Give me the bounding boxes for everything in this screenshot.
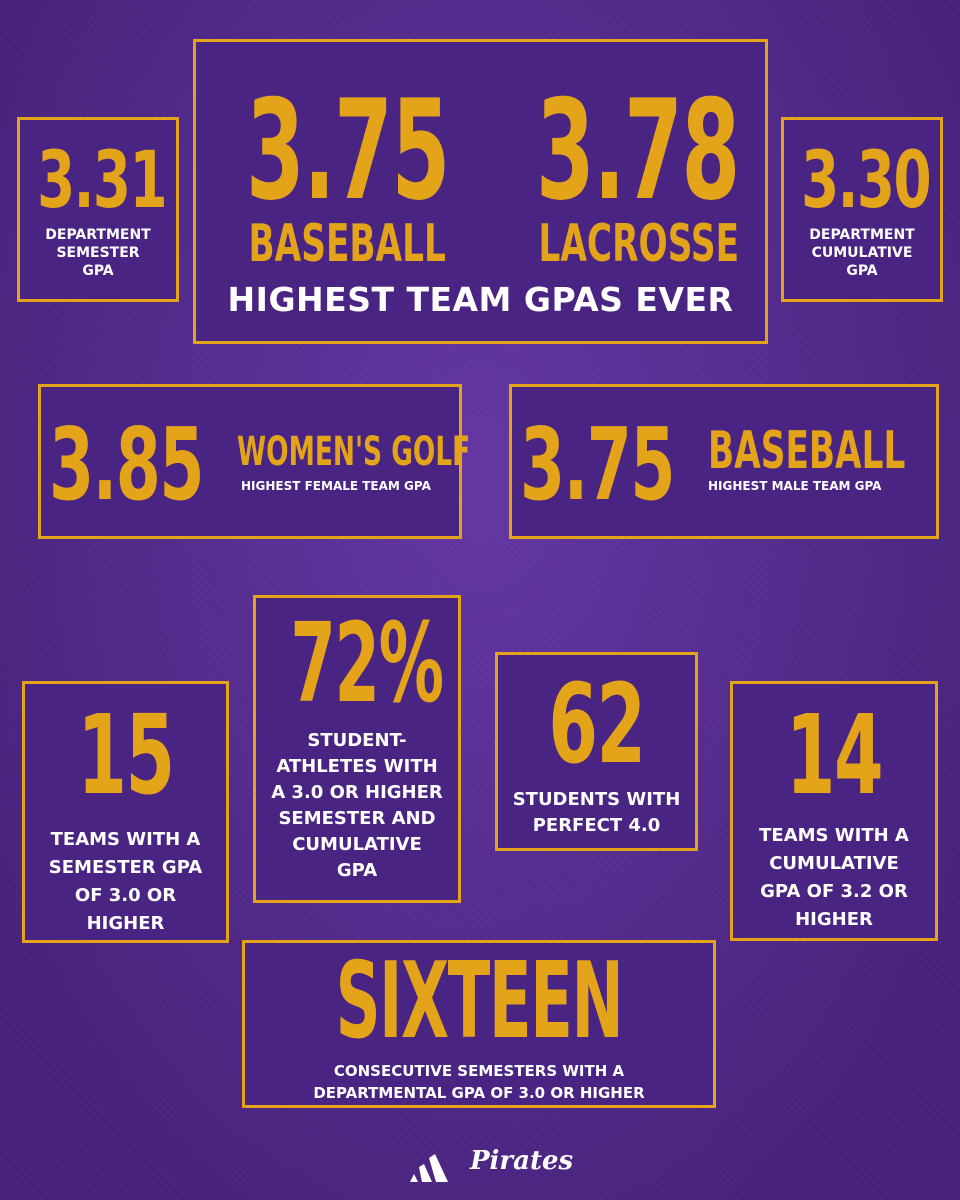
baseball-gpa-value: 3.75 xyxy=(246,70,450,231)
highest-male-team-caption: HIGHEST MALE TEAM GPA xyxy=(708,479,882,493)
teams-cumulative-gpa-card: 14 TEAMS WITH A CUMULATIVE GPA OF 3.2 OR… xyxy=(730,681,938,941)
dept-semester-gpa-label: DEPARTMENT SEMESTER GPA xyxy=(45,227,151,279)
highest-team-gpas-caption: HIGHEST TEAM GPAS EVER xyxy=(227,280,734,319)
womens-golf-gpa-value: 3.85 xyxy=(49,406,205,523)
teams-semester-count: 15 xyxy=(77,691,175,819)
perfect-gpa-count: 62 xyxy=(548,660,646,788)
dept-cumulative-gpa-value: 3.30 xyxy=(801,136,931,226)
student-athletes-percent-card: 72% STUDENT- ATHLETES WITH A 3.0 OR HIGH… xyxy=(253,595,461,903)
highest-female-team-card: 3.85 WOMEN'S GOLF HIGHEST FEMALE TEAM GP… xyxy=(38,384,470,539)
lacrosse-label: LACROSSE xyxy=(538,214,740,274)
highest-female-team-caption: HIGHEST FEMALE TEAM GPA xyxy=(241,479,431,493)
student-athletes-percent-label: STUDENT- ATHLETES WITH A 3.0 OR HIGHER S… xyxy=(271,730,443,881)
adidas-icon xyxy=(410,1154,448,1182)
consecutive-semesters-card: SIXTEEN CONSECUTIVE SEMESTERS WITH A DEP… xyxy=(242,940,716,1108)
baseball-male-label: BASEBALL xyxy=(708,421,906,481)
footer-logos: Pirates xyxy=(0,1140,960,1190)
teams-cumulative-label: TEAMS WITH A CUMULATIVE GPA OF 3.2 OR HI… xyxy=(759,825,909,930)
baseball-gpa-block: 3.75 BASEBALL xyxy=(206,70,456,274)
teams-semester-label: TEAMS WITH A SEMESTER GPA OF 3.0 OR HIGH… xyxy=(48,829,203,934)
consecutive-semesters-label: CONSECUTIVE SEMESTERS WITH A DEPARTMENTA… xyxy=(313,1062,645,1102)
perfect-gpa-card: 62 STUDENTS WITH PERFECT 4.0 xyxy=(495,652,698,851)
dept-semester-gpa-card: 3.31 DEPARTMENT SEMESTER GPA xyxy=(17,117,179,302)
consecutive-semesters-value: SIXTEEN xyxy=(335,940,624,1062)
pirates-wordmark: Pirates xyxy=(470,1146,574,1176)
dept-cumulative-gpa-card: 3.30 DEPARTMENT CUMULATIVE GPA xyxy=(781,117,943,302)
highest-team-gpas-card: 3.75 BASEBALL 3.78 LACROSSE HIGHEST TEAM… xyxy=(193,39,768,344)
lacrosse-gpa-value: 3.78 xyxy=(536,70,740,231)
dept-semester-gpa-value: 3.31 xyxy=(37,136,167,226)
baseball-label: BASEBALL xyxy=(248,214,446,274)
dept-cumulative-gpa-label: DEPARTMENT CUMULATIVE GPA xyxy=(809,227,915,279)
teams-semester-gpa-card: 15 TEAMS WITH A SEMESTER GPA OF 3.0 OR H… xyxy=(22,681,229,943)
baseball-male-gpa-value: 3.75 xyxy=(520,406,676,523)
teams-cumulative-count: 14 xyxy=(785,691,884,819)
lacrosse-gpa-block: 3.78 LACROSSE xyxy=(496,70,746,274)
student-athletes-percent-value: 72% xyxy=(290,599,444,727)
perfect-gpa-label: STUDENTS WITH PERFECT 4.0 xyxy=(512,789,681,836)
highest-male-team-card: 3.75 BASEBALL HIGHEST MALE TEAM GPA xyxy=(509,384,939,539)
womens-golf-label: WOMEN'S GOLF xyxy=(237,429,471,475)
